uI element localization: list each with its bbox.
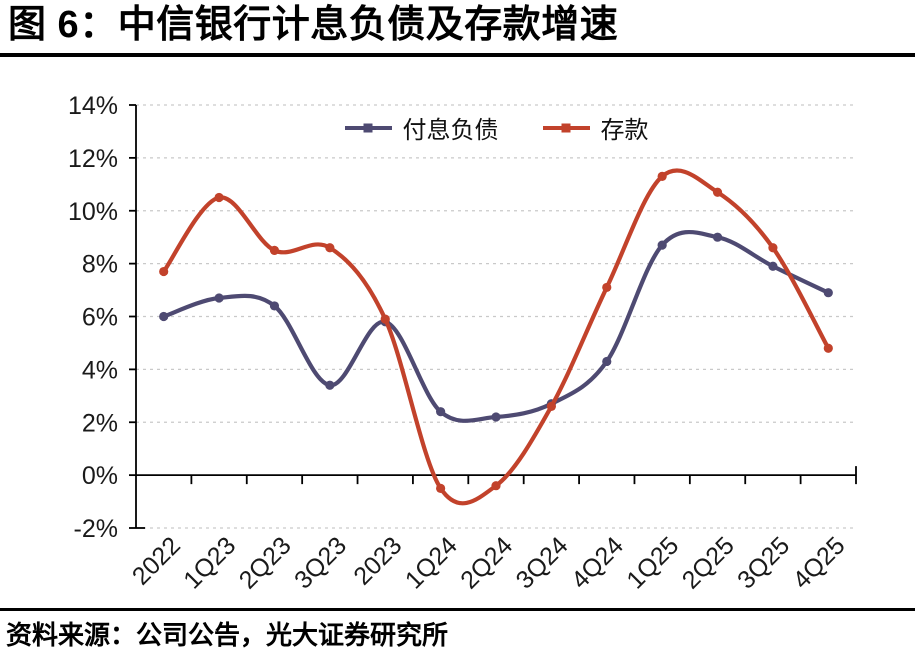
svg-text:3Q24: 3Q24 xyxy=(511,531,574,594)
liabilities-line-marker-icon xyxy=(344,123,392,132)
svg-text:-2%: -2% xyxy=(74,515,118,543)
svg-text:2022: 2022 xyxy=(127,531,186,590)
svg-text:2Q24: 2Q24 xyxy=(455,531,518,594)
svg-text:2Q25: 2Q25 xyxy=(677,531,740,594)
series-liabilities xyxy=(159,230,833,423)
legend-label-deposits: 存款 xyxy=(600,117,649,144)
svg-text:2Q23: 2Q23 xyxy=(234,531,297,594)
svg-text:0%: 0% xyxy=(82,462,118,490)
svg-text:4%: 4% xyxy=(82,356,118,384)
gridlines xyxy=(136,104,856,529)
svg-text:1Q25: 1Q25 xyxy=(621,531,684,594)
footer-divider xyxy=(0,608,915,611)
series-deposits xyxy=(159,168,833,506)
svg-text:2023: 2023 xyxy=(348,531,407,590)
svg-text:1Q24: 1Q24 xyxy=(400,531,463,594)
figure-title: 图 6：中信银行计息负债及存款增速 xyxy=(8,4,619,46)
svg-text:12%: 12% xyxy=(68,145,118,173)
svg-text:10%: 10% xyxy=(68,198,118,226)
svg-text:4Q24: 4Q24 xyxy=(566,531,629,594)
svg-text:4Q25: 4Q25 xyxy=(787,531,850,594)
y-axis-labels: 14% 12% 10% 8% 6% 4% 2% 0% -2% xyxy=(68,92,118,543)
svg-text:1Q23: 1Q23 xyxy=(178,531,241,594)
svg-text:14%: 14% xyxy=(68,92,118,120)
chart-legend: 付息负债 存款 xyxy=(137,110,856,145)
x-axis-labels: 20221Q232Q233Q2320231Q242Q243Q244Q241Q25… xyxy=(127,531,851,594)
title-divider xyxy=(0,53,915,57)
legend-item-liabilities: 付息负债 xyxy=(344,110,499,145)
source-note: 资料来源：公司公告，光大证券研究所 xyxy=(6,620,449,650)
svg-text:6%: 6% xyxy=(82,304,118,332)
svg-text:3Q23: 3Q23 xyxy=(289,531,352,594)
legend-item-deposits: 存款 xyxy=(542,110,649,145)
svg-text:8%: 8% xyxy=(82,251,118,279)
svg-text:2%: 2% xyxy=(82,409,118,437)
svg-text:3Q25: 3Q25 xyxy=(732,531,795,594)
deposits-line-marker-icon xyxy=(542,123,590,132)
legend-label-liabilities: 付息负债 xyxy=(402,117,499,144)
axes xyxy=(129,104,857,529)
